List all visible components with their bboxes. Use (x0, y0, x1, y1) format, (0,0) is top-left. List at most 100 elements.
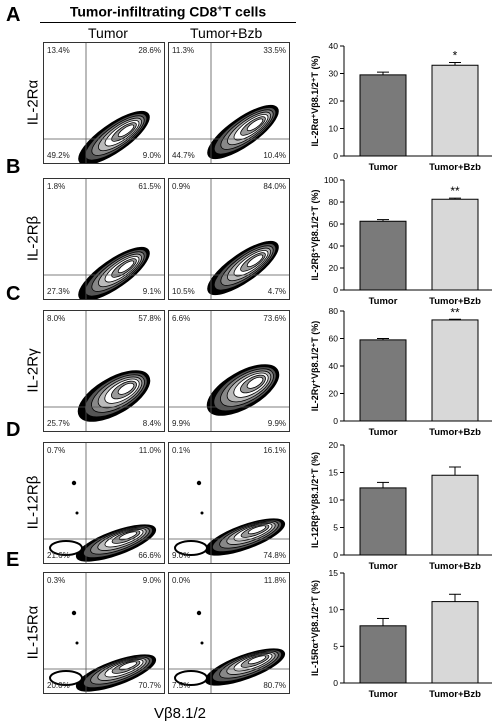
quadrant-ur-percent: 57.8% (138, 314, 161, 323)
quadrant-ll-percent: 21.6% (47, 551, 70, 560)
quadrant-ul-percent: 13.4% (47, 46, 70, 55)
y-axis-label: IL-2Rγ⁺Vβ8.1/2⁺T (%) (310, 321, 320, 412)
flow-contour-plot (169, 43, 289, 163)
flow-plot-tumor: 13.4% 28.6% 49.2% 9.0% (43, 42, 165, 164)
quadrant-ur-percent: 9.0% (142, 576, 161, 585)
y-axis-label: IL-12Rβ⁺Vβ8.1/2⁺T (%) (310, 452, 320, 548)
quadrant-lr-percent: 9.9% (267, 419, 286, 428)
quadrant-ul-percent: 0.3% (47, 576, 66, 585)
category-label: Tumor+Bzb (429, 162, 481, 173)
category-label: Tumor (369, 689, 398, 700)
bar-chart-svg: IL-15Rα⁺Vβ8.1/2⁺T (%) 0 5 10 15 Tumor Tumor+Bz… (310, 568, 492, 700)
quadrant-ur-percent: 16.1% (263, 446, 286, 455)
bar-chart-5: IL-15Rα⁺Vβ8.1/2⁺T (%) 0 5 10 15 Tumor Tumor+Bz… (300, 565, 500, 715)
x-axis-label: Vβ8.1/2 (154, 705, 206, 722)
significance-mark: * (453, 49, 458, 63)
category-label: Tumor (369, 561, 398, 572)
contour-ring (49, 540, 83, 556)
bar (431, 601, 479, 684)
header-rule (40, 21, 296, 23)
contour-ring (246, 376, 264, 389)
contour-ring (174, 540, 208, 556)
quadrant-ll-percent: 27.3% (47, 287, 70, 296)
outlier-dot (75, 511, 79, 515)
quadrant-ur-percent: 61.5% (138, 182, 161, 191)
quadrant-ul-percent: 6.6% (172, 314, 191, 323)
quadrant-ll-percent: 7.5% (172, 681, 191, 690)
contour-ring (117, 124, 135, 138)
quadrant-ur-percent: 84.0% (263, 182, 286, 191)
category-label: Tumor+Bzb (429, 427, 481, 438)
panel-letter-b: B (6, 156, 21, 178)
quadrant-lr-percent: 8.4% (142, 419, 161, 428)
bar (359, 220, 407, 291)
flow-contour-plot (169, 179, 289, 299)
y-tick-label: 20 (329, 389, 339, 399)
flow-plot-tumor: 1.8% 61.5% 27.3% 9.1% (43, 178, 165, 300)
y-axis-label: IL-2Rα⁺Vβ8.1/2⁺T (%) (310, 55, 320, 146)
y-tick-label: 15 (329, 468, 339, 478)
column-header-tumor-bzb: Tumor+Bzb (190, 24, 263, 41)
quadrant-lr-percent: 10.4% (263, 151, 286, 160)
quadrant-ul-percent: 0.1% (172, 446, 191, 455)
category-label: Tumor (369, 162, 398, 173)
quadrant-ul-percent: 1.8% (47, 182, 66, 191)
quadrant-ur-percent: 28.6% (138, 46, 161, 55)
bar-chart-2: IL-2Rβ⁺Vβ8.1/2⁺T (%) 0 20 40 60 80 100 Tumor ** T… (300, 172, 500, 322)
contour-ring (49, 670, 83, 686)
quadrant-lr-percent: 9.1% (142, 287, 161, 296)
flow-contour-plot (44, 43, 164, 163)
y-tick-label: 40 (329, 361, 339, 371)
quadrant-ll-percent: 49.2% (47, 151, 70, 160)
quadrant-lr-percent: 4.7% (267, 287, 286, 296)
y-tick-label: 5 (333, 523, 338, 533)
outlier-dot (200, 511, 204, 515)
flow-contour-plot (169, 443, 289, 563)
title-text: Tumor-infiltrating CD8 (69, 3, 218, 20)
panel-letter-c: C (6, 283, 21, 305)
bar (431, 319, 479, 422)
title-sup: + (217, 3, 223, 13)
flow-contour-plot (169, 573, 289, 693)
quadrant-ur-percent: 11.8% (263, 576, 286, 585)
flow-plot-tumor: 8.0% 57.8% 25.7% 8.4% (43, 310, 165, 432)
quadrant-lr-percent: 74.8% (263, 551, 286, 560)
quadrant-ul-percent: 8.0% (47, 314, 66, 323)
quadrant-lr-percent: 80.7% (263, 681, 286, 690)
y-tick-label: 100 (324, 175, 338, 185)
outlier-dot (75, 641, 79, 645)
y-axis-label: IL-2Rβ⁺Vβ8.1/2⁺T (%) (310, 189, 320, 280)
flow-contour-plot (44, 179, 164, 299)
category-label: Tumor (369, 427, 398, 438)
marker-label: IL-2Rα (24, 79, 42, 126)
quadrant-lr-percent: 9.0% (142, 151, 161, 160)
column-headers: Tumor Tumor+Bzb (38, 23, 298, 41)
bar-chart-svg: IL-12Rβ⁺Vβ8.1/2⁺T (%) 0 5 10 15 20 Tumor Tumor+… (310, 440, 492, 572)
bar (431, 64, 479, 157)
bar (359, 487, 407, 556)
y-tick-label: 10 (329, 605, 339, 615)
y-tick-label: 0 (333, 285, 338, 295)
quadrant-ll-percent: 25.7% (47, 419, 70, 428)
marker-label: IL-2Rβ (24, 215, 42, 262)
flow-plot-tumor-bzb: 0.1% 16.1% 9.0% 74.8% (168, 442, 290, 564)
panel-letter-e: E (6, 549, 20, 571)
bar (431, 198, 479, 291)
y-tick-label: 40 (329, 241, 339, 251)
title-suffix: T cells (222, 3, 267, 20)
bar-chart-3: IL-2Rγ⁺Vβ8.1/2⁺T (%) 0 20 40 60 80 Tumor ** Tumo… (300, 303, 500, 453)
y-tick-label: 5 (333, 641, 338, 651)
quadrant-ll-percent: 9.9% (172, 419, 191, 428)
contour-ring (117, 260, 135, 274)
quadrant-ur-percent: 11.0% (138, 446, 161, 455)
flow-plot-tumor-bzb: 6.6% 73.6% 9.9% 9.9% (168, 310, 290, 432)
quadrant-ul-percent: 0.7% (47, 446, 66, 455)
y-tick-label: 30 (329, 69, 339, 79)
panel-letter-d: D (6, 419, 21, 441)
category-label: Tumor (369, 296, 398, 307)
bar-chart-4: IL-12Rβ⁺Vβ8.1/2⁺T (%) 0 5 10 15 20 Tumor Tumor+… (300, 437, 500, 587)
quadrant-lr-percent: 70.7% (138, 681, 161, 690)
y-axis-label: IL-15Rα⁺Vβ8.1/2⁺T (%) (310, 580, 320, 676)
marker-label: IL-15Rα (24, 605, 42, 660)
quadrant-ll-percent: 44.7% (172, 151, 195, 160)
